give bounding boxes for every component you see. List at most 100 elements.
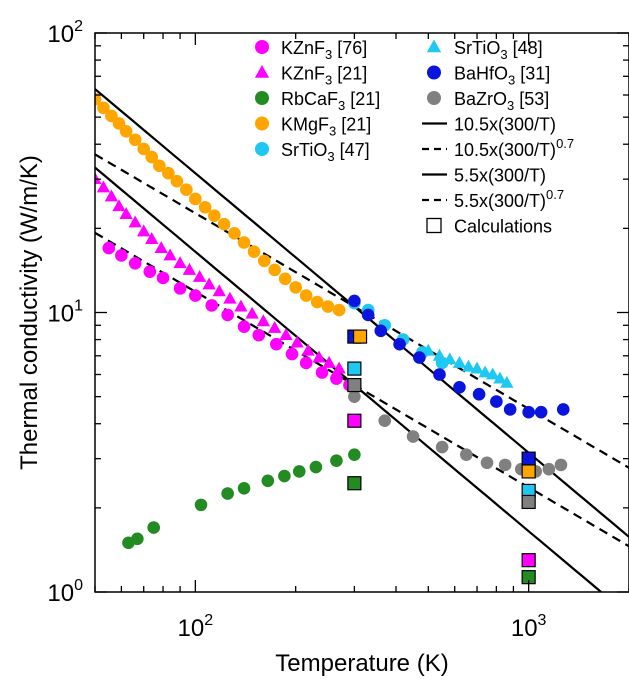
data-point bbox=[374, 324, 388, 338]
data-point bbox=[257, 254, 271, 268]
legend-label: KMgF3 [21] bbox=[281, 115, 371, 139]
data-point bbox=[290, 335, 304, 348]
data-point bbox=[221, 308, 234, 322]
data-point bbox=[189, 289, 202, 302]
data-point bbox=[137, 142, 151, 156]
data-point bbox=[202, 277, 216, 290]
data-point bbox=[104, 189, 119, 202]
legend-label: RbCaF3 [21] bbox=[281, 89, 380, 113]
calculation-point bbox=[347, 361, 362, 376]
data-point bbox=[128, 133, 142, 147]
data-point bbox=[96, 180, 111, 193]
data-point bbox=[285, 347, 299, 361]
axis-ticks: 102 103 100 101 102 bbox=[47, 18, 629, 642]
data-point bbox=[472, 387, 486, 401]
data-point bbox=[312, 350, 326, 363]
legend-label: 5.5x(300/T) bbox=[454, 166, 546, 186]
data-point bbox=[217, 217, 231, 231]
data-point bbox=[237, 481, 251, 495]
legend-label: 10.5x(300/T) bbox=[454, 115, 556, 135]
data-point bbox=[500, 375, 514, 388]
fit-line-3 bbox=[95, 166, 603, 592]
data-point bbox=[461, 359, 476, 372]
data-point bbox=[452, 355, 467, 368]
legend-marker bbox=[426, 39, 442, 53]
data-point bbox=[289, 281, 302, 294]
data-point bbox=[247, 245, 261, 259]
data-point bbox=[268, 263, 281, 277]
data-point bbox=[348, 448, 361, 461]
data-point bbox=[361, 308, 375, 322]
series-2 bbox=[95, 172, 346, 374]
data-point bbox=[153, 159, 166, 173]
data-point bbox=[223, 291, 237, 304]
data-point bbox=[490, 395, 503, 408]
data-point bbox=[95, 92, 102, 106]
data-point bbox=[95, 172, 102, 185]
data-point bbox=[163, 248, 177, 261]
data-point bbox=[137, 224, 151, 237]
data-point bbox=[330, 372, 343, 385]
calculation-point bbox=[352, 329, 368, 344]
calculation-point bbox=[347, 413, 362, 428]
data-point bbox=[205, 299, 219, 312]
legend-label: BaHfO3 [31] bbox=[454, 64, 550, 88]
legend: KZnF3 [76]KZnF3 [21]RbCaF3 [21]KMgF3 [21… bbox=[254, 38, 574, 237]
series-1 bbox=[102, 241, 356, 392]
data-point bbox=[180, 183, 193, 197]
data-point bbox=[192, 269, 207, 282]
fit-line-1 bbox=[95, 88, 629, 538]
data-point bbox=[292, 465, 306, 478]
data-point bbox=[198, 200, 212, 214]
data-point bbox=[435, 440, 449, 454]
data-point bbox=[321, 300, 335, 313]
chart-marks bbox=[95, 88, 629, 592]
calculation-point bbox=[521, 553, 536, 568]
legend-marker bbox=[426, 217, 442, 234]
data-point bbox=[234, 299, 248, 312]
data-point bbox=[556, 403, 570, 416]
data-point bbox=[279, 328, 293, 341]
data-point bbox=[534, 405, 548, 419]
data-point bbox=[433, 368, 446, 381]
data-point bbox=[143, 265, 157, 278]
y-tick-label: 100 bbox=[47, 577, 83, 607]
data-point bbox=[147, 521, 160, 534]
data-point bbox=[332, 303, 346, 317]
data-point bbox=[299, 289, 313, 302]
legend-marker bbox=[254, 65, 270, 78]
data-point bbox=[145, 150, 159, 164]
data-point bbox=[131, 532, 144, 546]
x-tick-label: 103 bbox=[511, 612, 547, 642]
series-7 bbox=[348, 294, 570, 419]
series-6 bbox=[421, 343, 514, 388]
data-point bbox=[212, 284, 226, 297]
data-point bbox=[170, 174, 184, 188]
calculation-point bbox=[347, 476, 362, 491]
data-point bbox=[154, 241, 168, 253]
data-point bbox=[460, 448, 473, 461]
data-point bbox=[97, 101, 110, 115]
data-point bbox=[270, 337, 283, 351]
series-3 bbox=[122, 448, 361, 550]
calculation-point bbox=[521, 451, 536, 466]
data-point bbox=[237, 236, 251, 249]
calculation-point bbox=[521, 494, 536, 510]
legend-label: BaZrO3 [53] bbox=[454, 89, 549, 113]
calculation-point bbox=[347, 377, 362, 393]
data-point bbox=[173, 256, 187, 269]
data-point bbox=[421, 343, 435, 356]
data-point bbox=[378, 414, 392, 428]
data-point bbox=[102, 241, 116, 255]
data-point bbox=[315, 366, 329, 379]
y-tick-label: 101 bbox=[47, 298, 83, 328]
legend-marker bbox=[255, 91, 269, 105]
data-point bbox=[522, 405, 535, 419]
legend-marker bbox=[255, 142, 269, 156]
data-point bbox=[252, 328, 266, 342]
data-point bbox=[208, 209, 221, 222]
data-point bbox=[393, 337, 406, 351]
data-point bbox=[245, 306, 259, 319]
data-point bbox=[145, 232, 159, 245]
data-point bbox=[332, 361, 346, 374]
